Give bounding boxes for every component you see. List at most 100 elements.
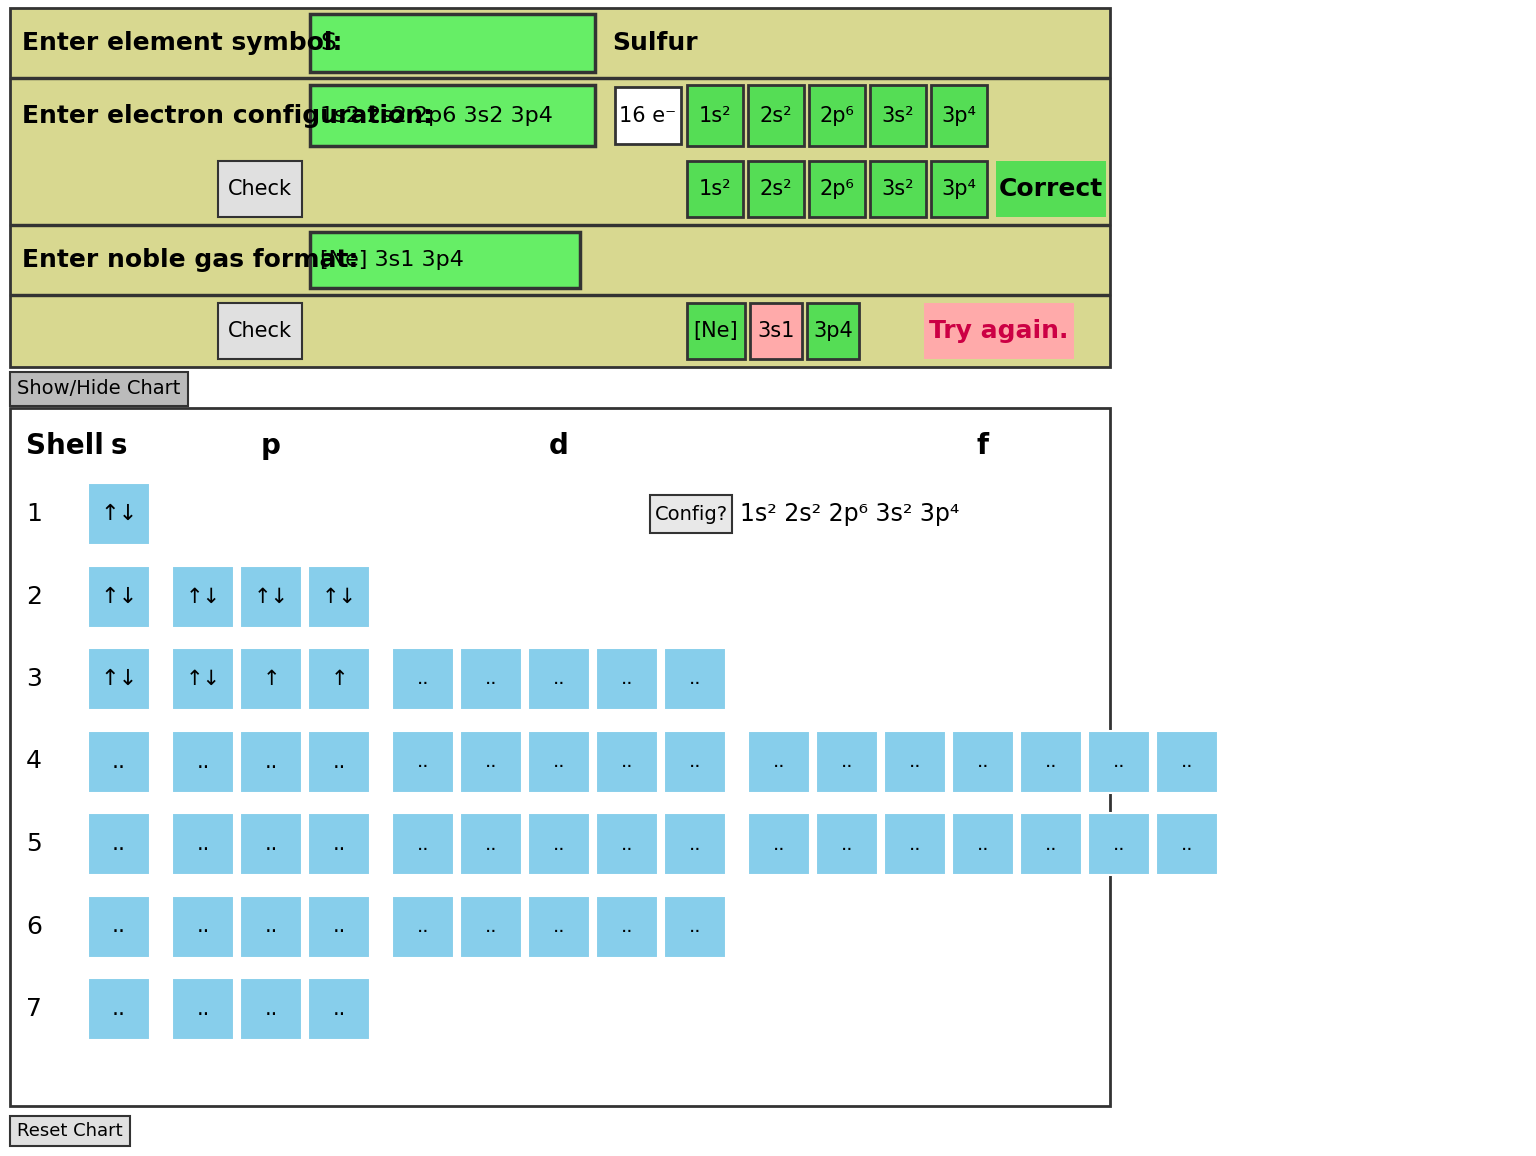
- Text: ..: ..: [112, 917, 126, 936]
- Bar: [687, 161, 743, 217]
- Bar: [459, 813, 522, 875]
- Text: ..: ..: [197, 833, 209, 854]
- Bar: [952, 731, 1014, 793]
- Bar: [459, 649, 522, 710]
- Bar: [528, 896, 590, 957]
- Bar: [11, 1116, 131, 1146]
- Text: ↑↓: ↑↓: [100, 586, 138, 607]
- Text: Check: Check: [227, 179, 292, 199]
- Text: ..: ..: [1181, 753, 1193, 771]
- Text: Try again.: Try again.: [929, 319, 1069, 343]
- Bar: [309, 565, 370, 628]
- Text: d: d: [548, 432, 568, 460]
- Bar: [748, 86, 803, 146]
- Text: ↑↓: ↑↓: [100, 669, 138, 689]
- Text: 3s²: 3s²: [882, 105, 914, 126]
- Text: Sulfur: Sulfur: [611, 31, 697, 55]
- Bar: [11, 372, 187, 406]
- Bar: [869, 86, 926, 146]
- Text: ..: ..: [840, 753, 854, 771]
- Bar: [748, 161, 803, 217]
- Text: 3p4: 3p4: [813, 321, 852, 341]
- Bar: [1087, 731, 1150, 793]
- Text: ..: ..: [485, 669, 498, 689]
- Text: f: f: [977, 432, 989, 460]
- Text: ..: ..: [264, 999, 278, 1018]
- Bar: [172, 565, 233, 628]
- Bar: [1157, 813, 1218, 875]
- Bar: [309, 649, 370, 710]
- Text: ↑↓: ↑↓: [100, 504, 138, 524]
- Text: Shell: Shell: [26, 432, 104, 460]
- Text: ↑: ↑: [330, 669, 347, 689]
- Text: ..: ..: [416, 669, 429, 689]
- Bar: [806, 303, 859, 360]
- Text: 2p⁶: 2p⁶: [820, 105, 854, 126]
- Bar: [88, 565, 151, 628]
- Text: 1s²: 1s²: [699, 105, 731, 126]
- Bar: [664, 896, 727, 957]
- Bar: [309, 731, 370, 793]
- Text: ..: ..: [1181, 835, 1193, 853]
- Text: 3p⁴: 3p⁴: [942, 105, 977, 126]
- Text: 16 e⁻: 16 e⁻: [619, 105, 676, 126]
- Text: ..: ..: [264, 751, 278, 771]
- Text: ..: ..: [909, 753, 922, 771]
- Bar: [748, 813, 809, 875]
- Bar: [88, 649, 151, 710]
- Text: Reset Chart: Reset Chart: [17, 1122, 123, 1140]
- Text: ..: ..: [1112, 753, 1126, 771]
- Bar: [687, 303, 745, 360]
- Bar: [172, 649, 233, 710]
- Bar: [392, 731, 455, 793]
- Bar: [240, 978, 303, 1040]
- Bar: [596, 731, 657, 793]
- Bar: [869, 161, 926, 217]
- Text: ..: ..: [553, 753, 565, 771]
- Text: ..: ..: [112, 833, 126, 854]
- Bar: [596, 649, 657, 710]
- Bar: [240, 649, 303, 710]
- Text: ..: ..: [112, 999, 126, 1018]
- Text: S: S: [319, 31, 336, 55]
- Text: ..: ..: [621, 669, 633, 689]
- Bar: [528, 649, 590, 710]
- Text: ..: ..: [416, 753, 429, 771]
- Bar: [11, 77, 1111, 79]
- Text: ..: ..: [264, 833, 278, 854]
- Bar: [392, 649, 455, 710]
- Bar: [931, 161, 988, 217]
- Text: 5: 5: [26, 832, 41, 855]
- Text: ..: ..: [485, 753, 498, 771]
- Bar: [596, 896, 657, 957]
- Bar: [1020, 731, 1081, 793]
- Text: ..: ..: [553, 669, 565, 689]
- Text: ..: ..: [332, 917, 346, 936]
- Bar: [809, 86, 865, 146]
- Bar: [88, 813, 151, 875]
- Text: ↑↓: ↑↓: [186, 586, 221, 607]
- Text: ..: ..: [553, 835, 565, 853]
- Bar: [172, 896, 233, 957]
- Bar: [748, 731, 809, 793]
- Bar: [88, 978, 151, 1040]
- Bar: [1157, 731, 1218, 793]
- Bar: [816, 731, 879, 793]
- Bar: [309, 813, 370, 875]
- Text: Enter electron configuration:: Enter electron configuration:: [22, 104, 433, 127]
- Text: ..: ..: [1112, 835, 1126, 853]
- Text: ..: ..: [332, 751, 346, 771]
- Bar: [1087, 813, 1150, 875]
- Bar: [885, 813, 946, 875]
- Text: ↑↓: ↑↓: [321, 586, 356, 607]
- Bar: [172, 731, 233, 793]
- Bar: [995, 161, 1106, 217]
- Text: ..: ..: [197, 751, 209, 771]
- Bar: [392, 896, 455, 957]
- Text: ..: ..: [332, 999, 346, 1018]
- Text: ..: ..: [621, 835, 633, 853]
- Bar: [240, 813, 303, 875]
- Text: ..: ..: [909, 835, 922, 853]
- Text: ..: ..: [485, 917, 498, 936]
- Text: Show/Hide Chart: Show/Hide Chart: [17, 379, 181, 399]
